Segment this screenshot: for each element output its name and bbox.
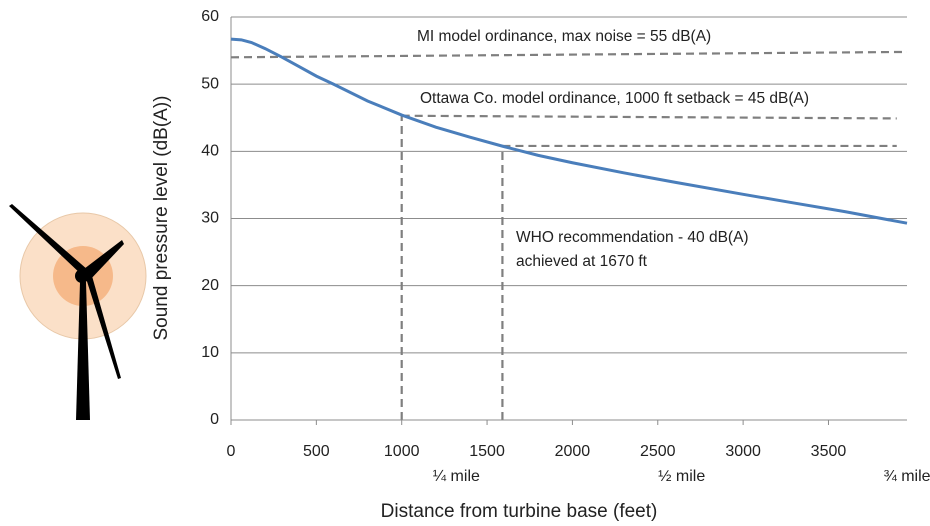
x-tick-label: 3500 <box>811 443 847 460</box>
y-tick-label: 50 <box>201 75 219 92</box>
annotation: WHO recommendation - 40 dB(A) <box>516 229 749 246</box>
y-tick-label: 40 <box>201 143 219 160</box>
x-axis-title: Distance from turbine base (feet) <box>381 501 658 522</box>
x-tick-label: 1000 <box>384 443 420 460</box>
turbine-icon <box>9 204 147 420</box>
annotation: achieved at 1670 ft <box>516 253 648 270</box>
x-tick-label: 1500 <box>469 443 505 460</box>
y-tick-label: 20 <box>201 277 219 294</box>
blade <box>9 204 88 276</box>
blade <box>84 272 121 379</box>
x-tick-label: 2500 <box>640 443 676 460</box>
mile-tick-label: ¾ mile <box>883 468 930 485</box>
y-tick-label: 10 <box>201 344 219 361</box>
blade <box>80 240 124 282</box>
y-tick-label: 0 <box>210 411 219 428</box>
reference-line <box>230 50 908 59</box>
reference-line <box>401 114 897 120</box>
x-tick-label: 2000 <box>555 443 591 460</box>
y-axis-title: Sound pressure level (dB(A)) <box>151 96 172 341</box>
annotation: Ottawa Co. model ordinance, 1000 ft setb… <box>420 90 809 107</box>
data-line <box>230 37 908 225</box>
x-tick-label: 3000 <box>725 443 761 460</box>
y-tick-label: 30 <box>201 210 219 227</box>
y-tick-label: 60 <box>201 8 219 25</box>
annotation: MI model ordinance, max noise = 55 dB(A) <box>417 28 711 45</box>
hub <box>75 269 89 283</box>
x-tick-label: 0 <box>227 443 236 460</box>
x-tick-label: 500 <box>303 443 330 460</box>
mile-tick-label: ½ mile <box>658 468 705 485</box>
mile-tick-label: ¼ mile <box>433 468 480 485</box>
tower <box>76 282 90 420</box>
